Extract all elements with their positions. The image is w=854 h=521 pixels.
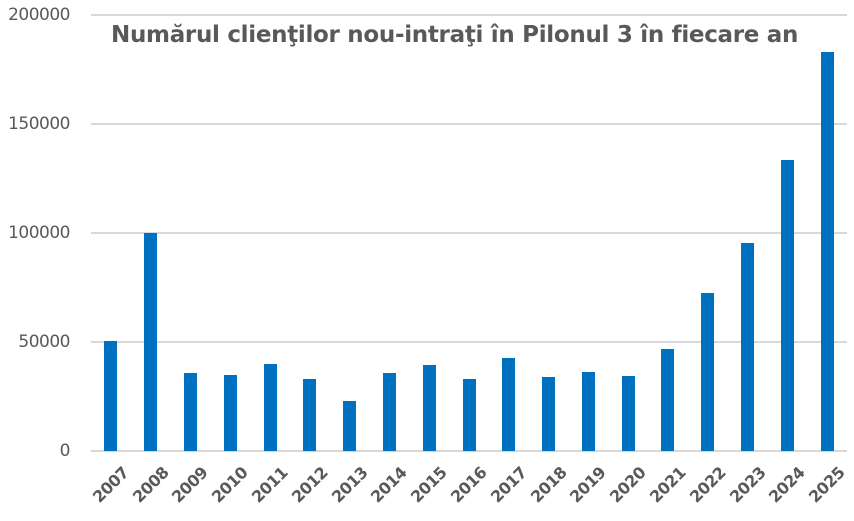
x-tick-label: 2015 (407, 463, 451, 507)
gridline (91, 450, 847, 452)
x-tick-label: 2025 (805, 463, 849, 507)
y-tick-label: 150000 (8, 114, 70, 134)
bar-2021 (661, 348, 675, 451)
y-tick-label: 50000 (18, 332, 70, 352)
x-tick-label: 2022 (685, 463, 730, 507)
x-tick-label: 2021 (645, 463, 690, 507)
x-tick-label: 2008 (128, 463, 173, 507)
bar-2013 (343, 400, 357, 451)
bar-2020 (621, 375, 635, 451)
gridline (91, 123, 847, 125)
bar-2024 (780, 159, 794, 451)
bar-2017 (502, 357, 516, 451)
x-tick-label: 2007 (88, 463, 133, 507)
gridline (91, 14, 847, 16)
x-tick-label: 2010 (208, 463, 252, 507)
bar-2015 (422, 364, 436, 451)
x-tick-label: 2013 (327, 463, 372, 507)
bar-2011 (263, 364, 277, 451)
bar-2025 (820, 51, 834, 451)
bar-2007 (104, 340, 118, 451)
x-tick-label: 2024 (765, 463, 809, 507)
bar-2010 (223, 375, 237, 451)
x-tick-label: 2011 (247, 463, 292, 507)
x-tick-label: 2020 (606, 463, 650, 507)
chart-title: Numărul clienţilor nou-intraţi în Pilonu… (111, 22, 799, 48)
y-tick-label: 100000 (8, 223, 70, 243)
bar-2014 (382, 372, 396, 451)
x-tick-label: 2012 (287, 463, 332, 507)
y-tick-label: 0 (59, 441, 71, 461)
x-tick-label: 2018 (526, 463, 571, 507)
x-tick-label: 2014 (367, 463, 411, 507)
x-tick-label: 2016 (446, 463, 491, 507)
x-tick-label: 2019 (566, 463, 610, 507)
bar-2019 (581, 371, 595, 451)
x-tick-label: 2023 (725, 463, 769, 507)
bar-2022 (701, 292, 715, 451)
gridline (91, 341, 847, 343)
bar-2018 (542, 376, 556, 451)
x-tick-label: 2017 (486, 463, 531, 507)
bar-2009 (183, 372, 197, 451)
bar-2008 (144, 233, 158, 451)
x-tick-label: 2009 (168, 463, 212, 507)
bar-2012 (303, 379, 317, 451)
bar-2023 (741, 243, 755, 451)
y-tick-label: 200000 (8, 5, 70, 25)
bar-2016 (462, 379, 476, 451)
gridline (91, 232, 847, 234)
